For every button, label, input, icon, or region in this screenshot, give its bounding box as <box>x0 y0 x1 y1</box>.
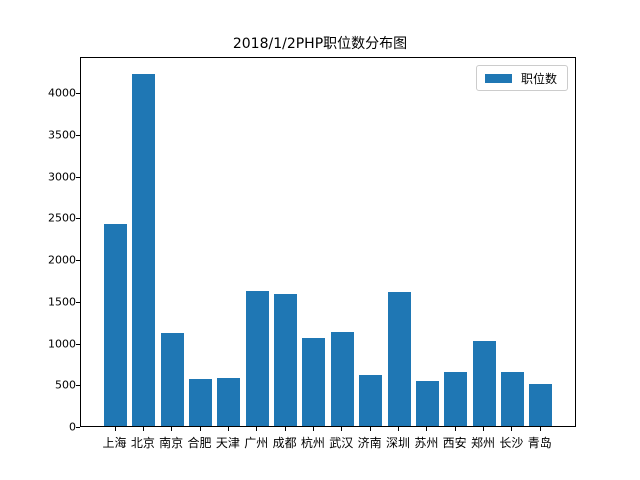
bar <box>132 73 156 426</box>
x-tick-label: 郑州 <box>471 436 496 450</box>
x-tick-label: 济南 <box>357 436 382 450</box>
x-tick-mark <box>171 427 173 431</box>
y-tick-label: 1500 <box>48 295 76 309</box>
x-tick-label: 北京 <box>130 436 155 450</box>
y-tick-mark <box>76 93 80 94</box>
x-tick-mark <box>284 427 286 431</box>
x-tick-mark <box>312 427 314 431</box>
x-tick-label: 武汉 <box>329 436 354 450</box>
x-tick-mark <box>539 427 541 431</box>
x-tick-mark <box>199 427 201 431</box>
x-tick-mark <box>454 427 456 431</box>
y-tick-label: 0 <box>69 420 76 434</box>
bar <box>274 294 298 426</box>
legend-label: 职位数 <box>521 72 558 86</box>
y-tick-label: 500 <box>55 378 76 392</box>
y-tick-mark <box>76 134 80 136</box>
x-tick-mark <box>483 427 485 431</box>
x-tick-label: 长沙 <box>499 436 524 450</box>
y-tick-label: 3500 <box>48 128 76 142</box>
bar <box>472 341 496 426</box>
y-tick-mark <box>76 385 80 387</box>
x-tick-label: 成都 <box>272 436 297 450</box>
bar <box>302 338 326 426</box>
x-tick-label: 青岛 <box>527 436 552 450</box>
x-tick-label: 广州 <box>244 436 269 450</box>
bar <box>415 381 439 426</box>
bar <box>529 384 553 426</box>
x-tick-mark <box>256 427 258 431</box>
bar <box>160 332 184 426</box>
y-tick-label: 2000 <box>48 253 76 267</box>
bar <box>444 371 468 426</box>
x-tick-label: 合肥 <box>187 436 212 450</box>
legend: 职位数 <box>476 65 568 91</box>
bar <box>330 331 354 426</box>
x-tick-mark <box>114 427 116 431</box>
y-tick-mark <box>76 343 80 345</box>
x-tick-label: 杭州 <box>300 436 325 450</box>
x-tick-label: 西安 <box>442 436 467 450</box>
x-tick-label: 深圳 <box>385 436 411 450</box>
y-tick-mark <box>76 218 80 220</box>
legend-swatch <box>485 74 512 83</box>
y-tick-label: 3000 <box>48 170 76 183</box>
x-tick-label: 南京 <box>159 436 184 450</box>
x-tick-mark <box>369 427 371 431</box>
y-tick-mark <box>76 301 80 303</box>
bar <box>359 374 383 426</box>
x-tick-label: 苏州 <box>414 436 439 450</box>
plot-area <box>80 57 576 427</box>
x-tick-label: 上海 <box>102 436 127 450</box>
y-tick-mark <box>76 427 80 428</box>
bar <box>104 224 127 426</box>
x-tick-mark <box>341 427 343 431</box>
chart-title: 2018/1/2PHP职位数分布图 <box>232 36 408 52</box>
bar <box>500 371 524 426</box>
bar <box>245 290 269 426</box>
bar <box>387 291 411 426</box>
bar <box>189 379 213 426</box>
y-tick-mark <box>76 176 80 178</box>
x-tick-label: 天津 <box>215 436 240 450</box>
x-tick-mark <box>142 427 144 431</box>
y-tick-mark <box>76 260 80 261</box>
x-tick-mark <box>511 427 513 431</box>
y-tick-label: 2500 <box>48 211 76 225</box>
x-tick-mark <box>398 427 399 431</box>
bar <box>217 378 241 426</box>
y-tick-label: 4000 <box>48 86 76 100</box>
y-tick-label: 1000 <box>48 337 76 350</box>
x-tick-mark <box>227 427 229 431</box>
x-tick-mark <box>426 427 428 431</box>
